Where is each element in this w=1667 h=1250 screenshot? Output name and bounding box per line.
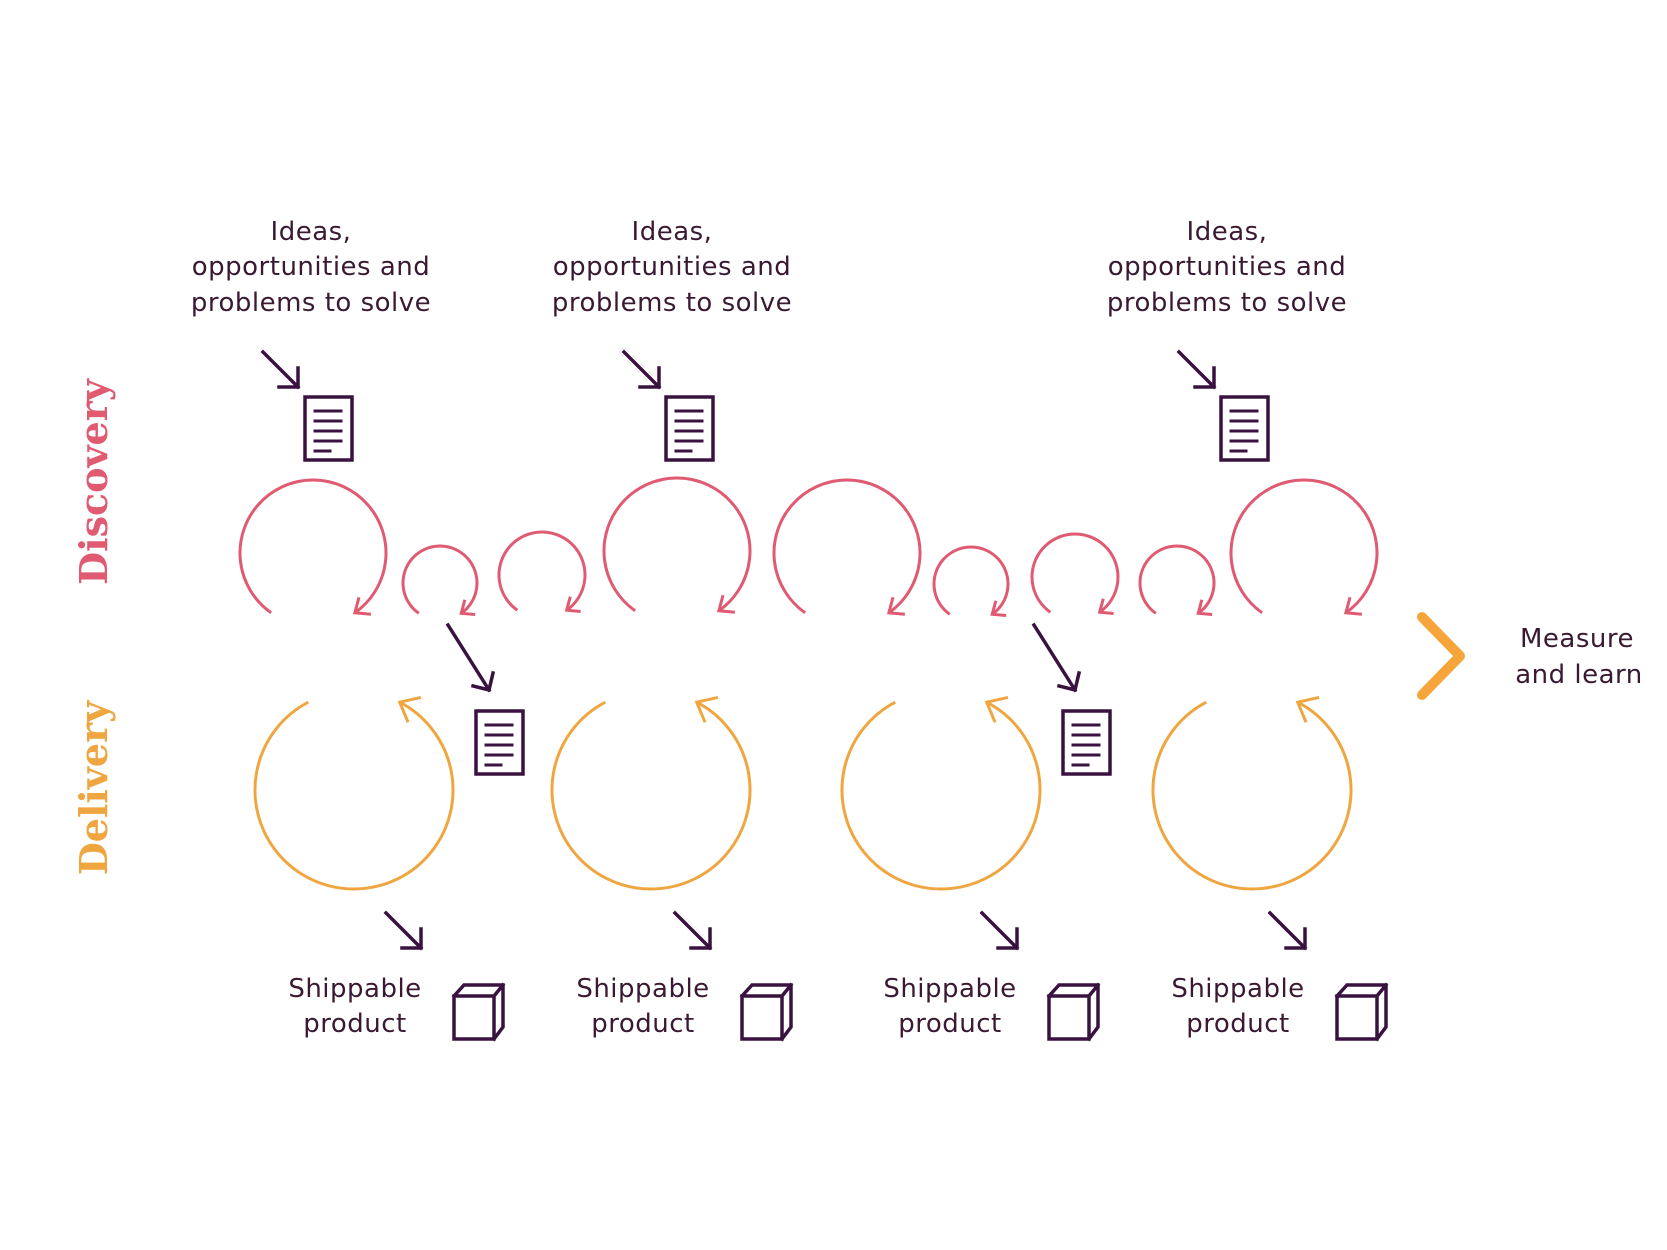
document-icon: [1219, 395, 1270, 462]
idea-text-3: Ideas, opportunities and problems to sol…: [1107, 217, 1347, 318]
cycle-arrow-icon: [602, 476, 752, 614]
ship-line1: Shippable: [288, 974, 421, 1004]
box-icon: [451, 982, 506, 1042]
idea-text-1: Ideas, opportunities and problems to sol…: [191, 217, 431, 318]
document-icon: [303, 395, 354, 462]
arrow-down-right-icon: [979, 910, 1020, 951]
arrow-down-right-icon: [445, 622, 496, 693]
idea-line2: opportunities and: [1108, 252, 1347, 282]
cycle-arrow-icon: [550, 696, 752, 891]
document-icon: [664, 395, 715, 462]
arrow-down-right-icon: [1176, 349, 1217, 390]
idea-line1: Ideas,: [632, 217, 713, 247]
idea-line1: Ideas,: [271, 217, 352, 247]
box-icon: [739, 982, 794, 1042]
delivery-label: Delivery: [71, 700, 116, 875]
cycle-arrow-icon: [1138, 544, 1216, 617]
cycle-arrow-icon: [1030, 532, 1120, 615]
ship-line2: product: [1186, 1009, 1290, 1039]
idea-line2: opportunities and: [192, 252, 431, 282]
idea-line2: opportunities and: [553, 252, 792, 282]
timeline-arrow: [181, 612, 1465, 700]
idea-line3: problems to solve: [552, 288, 792, 318]
ship-line1: Shippable: [576, 974, 709, 1004]
ship-line1: Shippable: [883, 974, 1016, 1004]
discovery-label: Discovery: [71, 378, 116, 585]
cycle-arrow-icon: [932, 545, 1010, 618]
cycle-arrow-icon: [1229, 478, 1379, 616]
box-icon: [1046, 982, 1101, 1042]
shippable-product-2: Shippable product: [576, 974, 709, 1039]
arrow-down-right-icon: [1031, 622, 1082, 693]
arrow-down-right-icon: [1267, 910, 1308, 951]
delivery-cycles: [253, 696, 1353, 891]
shippable-product-3: Shippable product: [883, 974, 1016, 1039]
arrow-down-right-icon: [383, 910, 424, 951]
measure-line2: and learn: [1515, 660, 1643, 690]
arrow-down-right-icon: [672, 910, 713, 951]
document-icon: [1061, 709, 1112, 776]
cycle-arrow-icon: [1151, 696, 1353, 891]
ship-line1: Shippable: [1171, 974, 1304, 1004]
document-icon: [474, 709, 525, 776]
idea-line3: problems to solve: [1107, 288, 1347, 318]
ship-line2: product: [898, 1009, 1002, 1039]
cycle-arrow-icon: [497, 530, 587, 613]
cycle-arrow-icon: [401, 544, 479, 617]
discovery-cycles: [238, 476, 1379, 618]
measure-line1: Measure: [1520, 624, 1634, 654]
ship-line2: product: [591, 1009, 695, 1039]
cycle-arrow-icon: [772, 478, 922, 616]
cycle-arrow-icon: [253, 696, 455, 891]
shippable-product-4: Shippable product: [1171, 974, 1304, 1039]
cycle-arrow-icon: [840, 696, 1042, 891]
arrow-down-right-icon: [260, 349, 301, 390]
arrow-down-right-icon: [621, 349, 662, 390]
idea-line3: problems to solve: [191, 288, 431, 318]
box-icon: [1334, 982, 1389, 1042]
ship-line2: product: [303, 1009, 407, 1039]
idea-line1: Ideas,: [1187, 217, 1268, 247]
cycle-arrow-icon: [238, 478, 388, 616]
idea-text-2: Ideas, opportunities and problems to sol…: [552, 217, 792, 318]
shippable-product-1: Shippable product: [288, 974, 421, 1039]
